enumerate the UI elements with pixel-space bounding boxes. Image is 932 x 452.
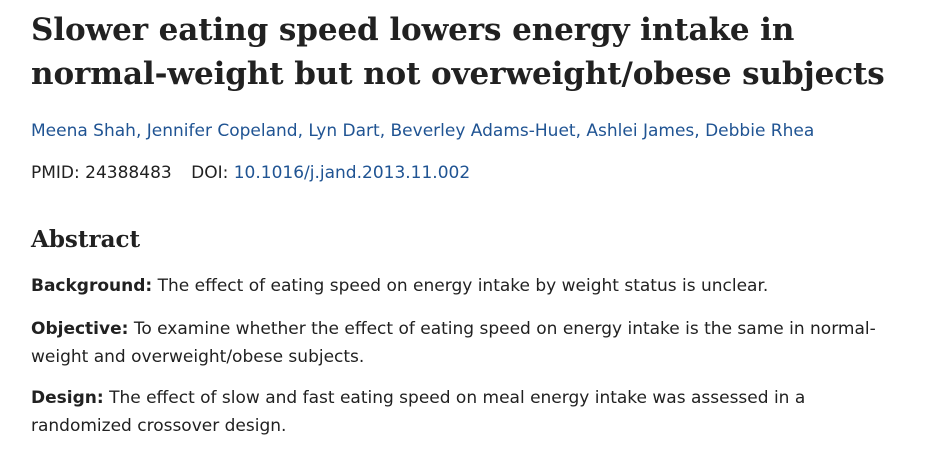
pmid-label: PMID: [31, 163, 80, 183]
author-link[interactable]: Debbie Rhea [705, 121, 815, 141]
section-label: Objective: [31, 319, 129, 339]
section-text: To examine whether the effect of eating … [31, 319, 876, 367]
abstract-section-objective: Objective: To examine whether the effect… [31, 315, 901, 371]
author-separator: , [694, 121, 706, 141]
author-list: Meena Shah, Jennifer Copeland, Lyn Dart,… [31, 119, 814, 143]
doi-link[interactable]: 10.1016/j.jand.2013.11.002 [233, 163, 471, 183]
section-label: Design: [31, 388, 104, 408]
author-link[interactable]: Jennifer Copeland [146, 121, 298, 141]
author-separator: , [575, 121, 587, 141]
author-separator: , [379, 121, 391, 141]
section-text: The effect of slow and fast eating speed… [31, 388, 806, 436]
article-identifiers: PMID: 24388483 DOI: 10.1016/j.jand.2013.… [31, 161, 470, 185]
author-separator: , [135, 121, 147, 141]
abstract-section-background: Background: The effect of eating speed o… [31, 272, 901, 300]
author-link[interactable]: Lyn Dart [308, 121, 380, 141]
pmid-value: 24388483 [85, 163, 172, 183]
author-link[interactable]: Ashlei James [586, 121, 695, 141]
abstract-heading: Abstract [31, 226, 141, 253]
author-link[interactable]: Beverley Adams-Huet [390, 121, 576, 141]
article-title: Slower eating speed lowers energy intake… [31, 12, 885, 92]
doi-label: DOI: [191, 163, 229, 183]
author-link[interactable]: Meena Shah [31, 121, 136, 141]
section-label: Background: [31, 276, 153, 296]
author-separator: , [297, 121, 309, 141]
section-text: The effect of eating speed on energy int… [157, 276, 769, 296]
abstract-section-design: Design: The effect of slow and fast eati… [31, 384, 901, 440]
